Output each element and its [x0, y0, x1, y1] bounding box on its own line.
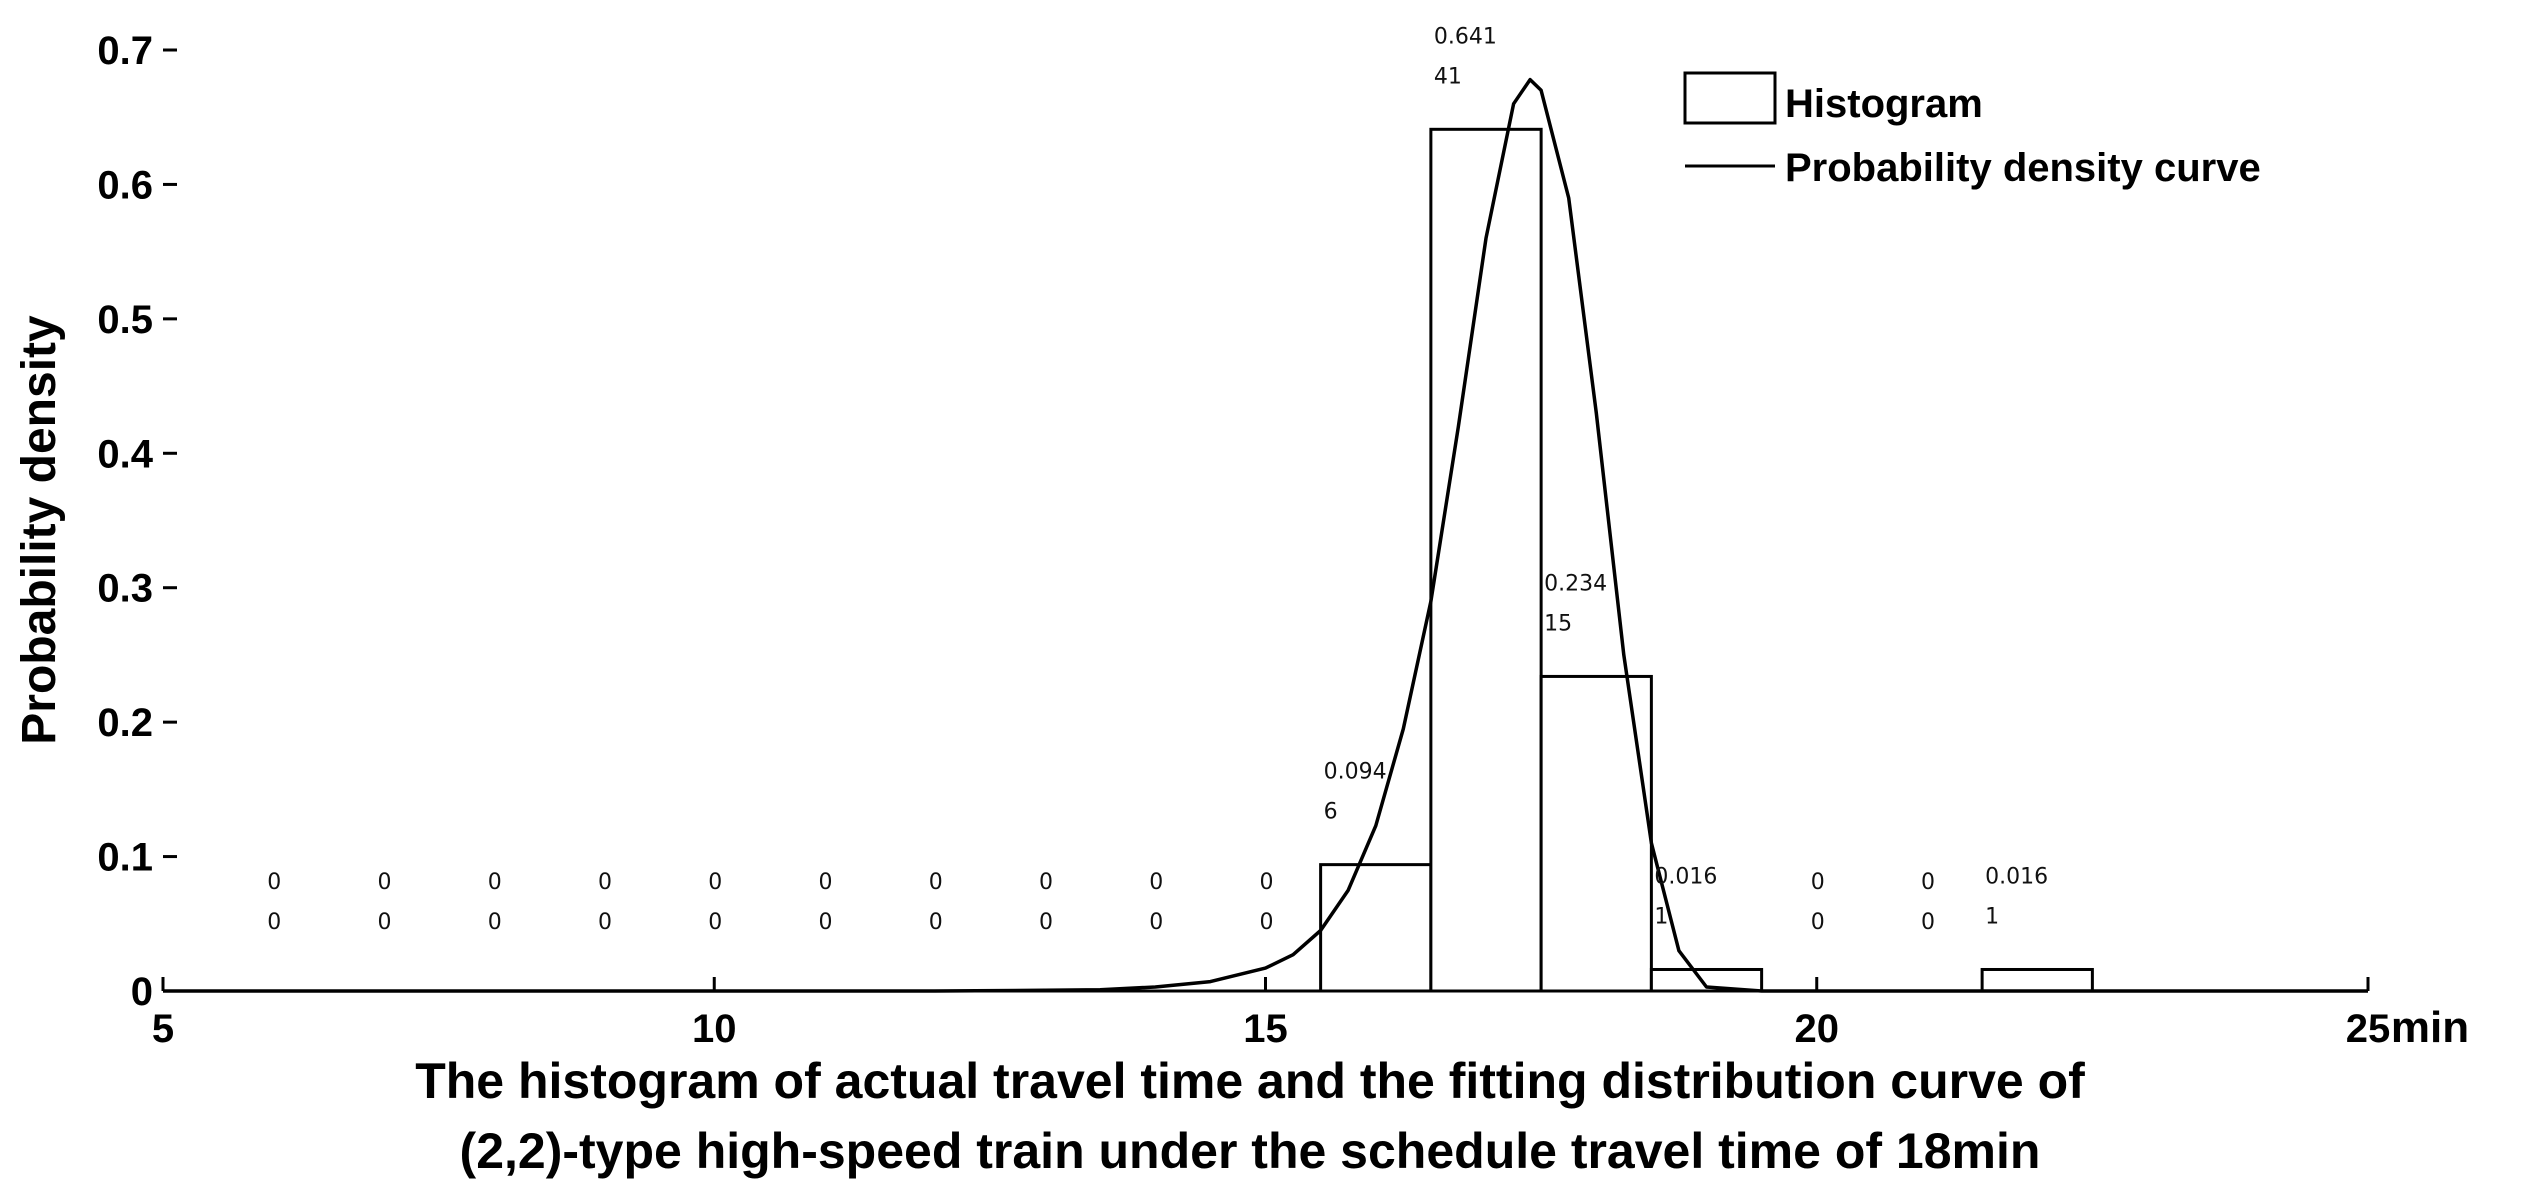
bin-count-label: 0 [819, 910, 833, 935]
histogram-bar [1319, 863, 1433, 993]
bin-count-label: 0 [267, 910, 281, 935]
y-axis-label: Probability density [13, 315, 66, 745]
bin-count-label: 0 [378, 910, 392, 935]
bin-density-label: 0 [1260, 870, 1274, 895]
bin-density-label: 0 [1921, 870, 1935, 895]
bin-count-label: 0 [1811, 910, 1825, 935]
legend-curve-label: Probability density curve [1785, 146, 2261, 190]
bin-count-label: 1 [1985, 904, 1999, 929]
bin-count-label: 0 [929, 910, 943, 935]
bin-density-label: 0.016 [1985, 864, 2048, 889]
bin-count-label: 41 [1434, 64, 1462, 89]
bin-count-label: 0 [1149, 910, 1163, 935]
bin-count-label: 0 [1921, 910, 1935, 935]
chart-caption-line-2: (2,2)-type high-speed train under the sc… [460, 1123, 2041, 1179]
bin-density-label: 0 [819, 870, 833, 895]
bin-count-label: 6 [1324, 800, 1338, 825]
bin-density-label: 0 [488, 870, 502, 895]
bin-count-label: 0 [598, 910, 612, 935]
legend: Histogram Probability density curve [1683, 71, 2261, 190]
y-tick-label: 0 [131, 970, 153, 1014]
x-tick-label: 15 [1243, 1007, 1288, 1051]
bin-density-label: 0 [1039, 870, 1053, 895]
y-tick-label: 0.1 [97, 836, 153, 880]
density-curve [163, 77, 2368, 993]
histogram-bar [1980, 967, 2094, 993]
bin-density-label: 0 [378, 870, 392, 895]
bin-count-label: 15 [1544, 611, 1572, 636]
y-tick-label: 0.6 [97, 163, 153, 207]
histogram-bar [1429, 127, 1543, 993]
bin-density-label: 0 [929, 870, 943, 895]
x-tick-label: 10 [692, 1007, 737, 1051]
bin-value-labels: 0 0 0 0 0 0 0 0 0 0 0 0 0 0 0 0 0 0 0 0 0.094 6 0.641 41 0.234 15… [267, 24, 2048, 935]
bin-count-label: 0 [1039, 910, 1053, 935]
bin-count-label: 1 [1654, 904, 1668, 929]
bin-density-label: 0.094 [1324, 760, 1387, 785]
bin-density-label: 0 [267, 870, 281, 895]
chart-caption-line-1: The histogram of actual travel time and … [415, 1053, 2085, 1109]
bin-density-label: 0 [1811, 870, 1825, 895]
bin-count-label: 0 [488, 910, 502, 935]
density-curve-line [163, 77, 2368, 993]
x-tick-label: 5 [152, 1007, 174, 1051]
x-axis-ticks: 5 10 15 20 25 [152, 977, 2390, 1051]
legend-histogram-swatch [1683, 71, 1777, 125]
bin-count-label: 0 [1260, 910, 1274, 935]
y-tick-label: 0.2 [97, 701, 153, 745]
y-tick-label: 0.4 [97, 432, 153, 476]
bin-density-label: 0 [598, 870, 612, 895]
y-tick-label: 0.7 [97, 29, 153, 73]
bin-density-label: 0.641 [1434, 24, 1497, 49]
bin-density-label: 0 [708, 870, 722, 895]
bin-density-label: 0.016 [1654, 864, 1717, 889]
y-tick-label: 0.5 [97, 298, 153, 342]
bin-count-label: 0 [708, 910, 722, 935]
x-tick-label: 25 [2346, 1007, 2391, 1051]
x-tick-label: 20 [1795, 1007, 1840, 1051]
y-tick-label: 0.3 [97, 567, 153, 611]
y-axis-ticks: 0 0.1 0.2 0.3 0.4 0.5 0.6 0.7 [97, 29, 177, 1014]
x-axis-label: min [2391, 1003, 2469, 1052]
legend-histogram-label: Histogram [1785, 82, 1983, 126]
bin-density-label: 0.234 [1544, 571, 1607, 596]
bin-density-label: 0 [1149, 870, 1163, 895]
